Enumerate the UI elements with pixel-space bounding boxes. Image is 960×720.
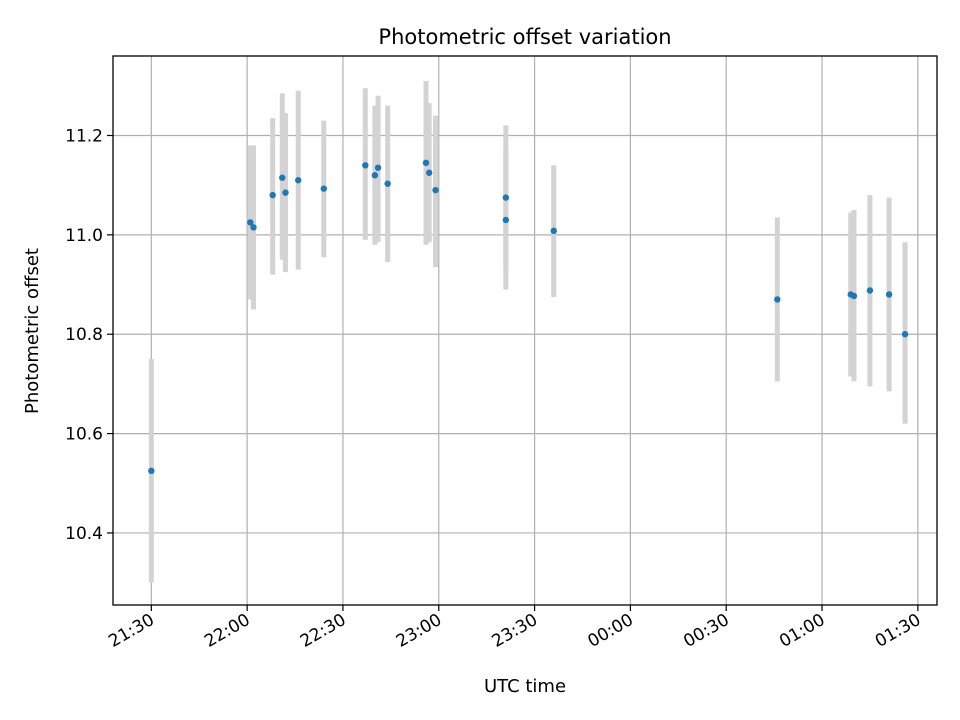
data-point — [269, 191, 276, 199]
data-points — [148, 159, 909, 475]
y-tick-label: 10.8 — [65, 325, 103, 345]
data-point — [282, 189, 289, 196]
y-tick-label: 11.0 — [65, 226, 103, 246]
data-point — [279, 174, 286, 181]
data-point — [320, 185, 327, 192]
data-point — [850, 292, 858, 300]
data-point — [502, 194, 510, 201]
data-point — [502, 216, 510, 224]
data-point — [774, 296, 781, 303]
data-point — [295, 177, 302, 184]
x-axis-label: UTC time — [484, 676, 566, 697]
y-tick-label: 10.6 — [65, 425, 103, 445]
y-tick-label: 11.2 — [65, 126, 103, 146]
data-point — [371, 172, 379, 179]
data-point — [550, 227, 557, 235]
grid-lines — [113, 56, 937, 605]
data-point — [422, 159, 430, 167]
data-point — [432, 186, 439, 194]
y-tick-label: 10.4 — [65, 524, 103, 544]
data-point — [362, 162, 369, 169]
y-axis-label: Photometric offset — [22, 248, 43, 414]
data-point — [885, 291, 893, 298]
chart-title: Photometric offset variation — [378, 25, 671, 49]
data-point — [866, 287, 874, 294]
data-point — [425, 169, 433, 176]
data-point — [148, 467, 155, 475]
y-ticks: 10.4 10.6 10.8 11.0 11.2 — [65, 126, 113, 544]
data-point — [374, 164, 382, 171]
axes-frame — [112, 55, 938, 606]
data-point — [384, 180, 391, 187]
data-point — [250, 224, 257, 231]
data-point — [247, 219, 254, 226]
data-point — [901, 331, 909, 338]
